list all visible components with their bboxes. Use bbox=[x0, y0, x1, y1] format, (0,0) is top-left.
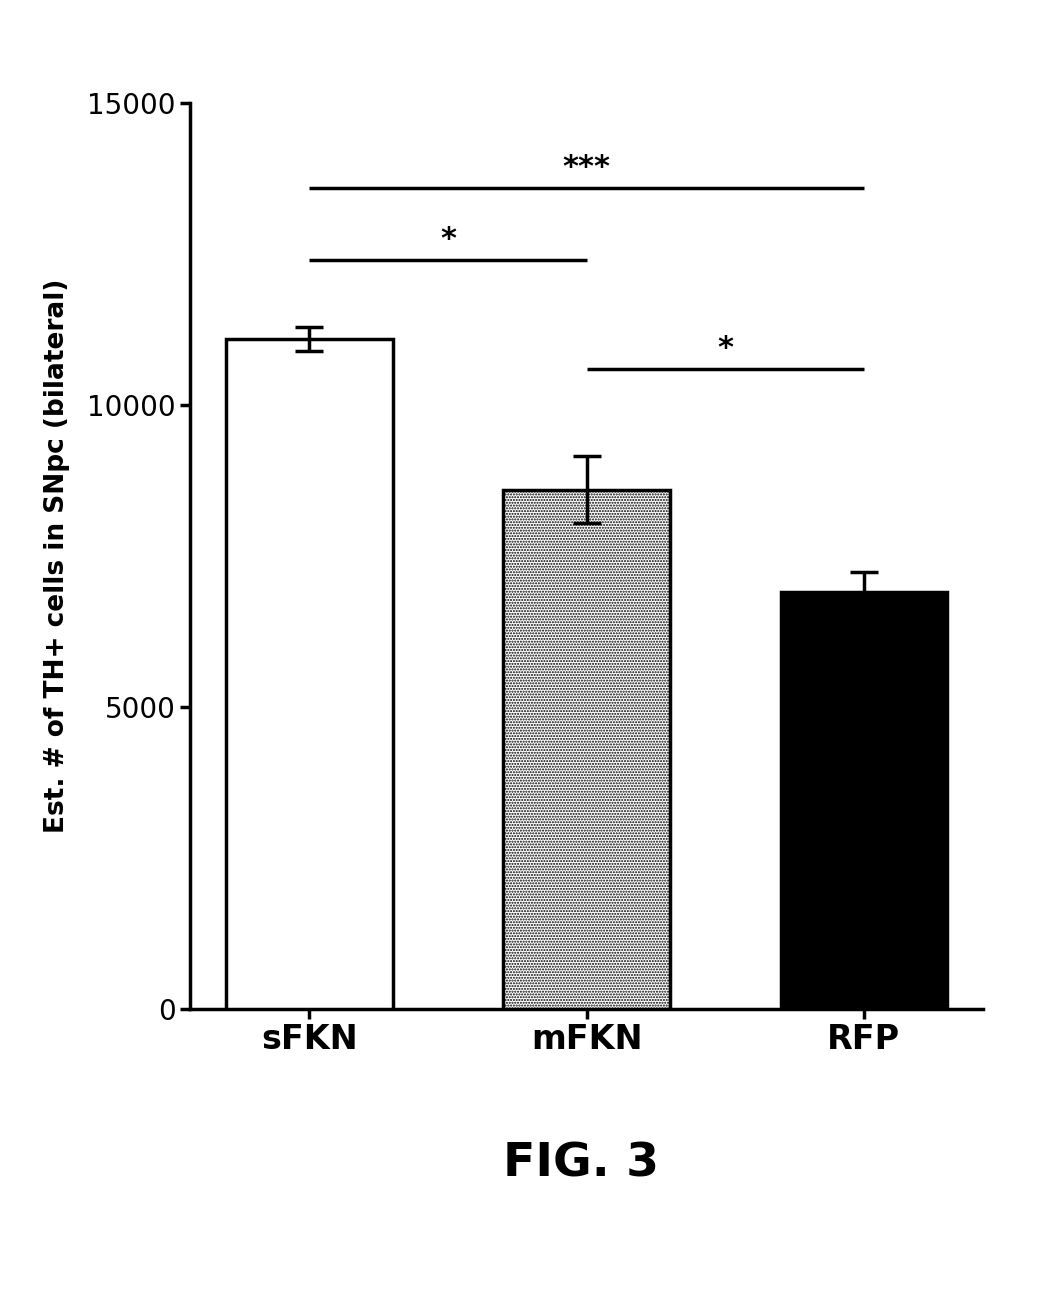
Text: FIG. 3: FIG. 3 bbox=[503, 1142, 660, 1186]
Bar bbox=[226, 339, 392, 1009]
Text: *: * bbox=[440, 225, 456, 255]
Y-axis label: Est. # of TH+ cells in SNpc (bilateral): Est. # of TH+ cells in SNpc (bilateral) bbox=[44, 279, 71, 833]
Text: *: * bbox=[718, 334, 734, 363]
Text: ***: *** bbox=[562, 153, 611, 182]
Bar bbox=[781, 592, 947, 1009]
Bar bbox=[503, 490, 670, 1009]
